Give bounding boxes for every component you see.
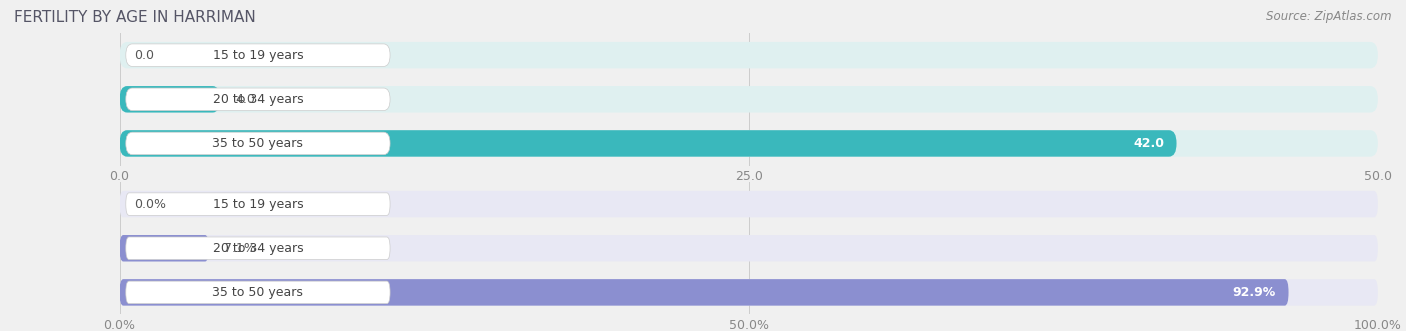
Text: 20 to 34 years: 20 to 34 years bbox=[212, 242, 304, 255]
FancyBboxPatch shape bbox=[120, 42, 1378, 69]
Text: 15 to 19 years: 15 to 19 years bbox=[212, 198, 304, 211]
FancyBboxPatch shape bbox=[120, 130, 1177, 157]
FancyBboxPatch shape bbox=[120, 130, 1378, 157]
FancyBboxPatch shape bbox=[125, 132, 389, 155]
FancyBboxPatch shape bbox=[120, 86, 1378, 113]
Text: 92.9%: 92.9% bbox=[1233, 286, 1277, 299]
FancyBboxPatch shape bbox=[125, 44, 389, 67]
Text: 35 to 50 years: 35 to 50 years bbox=[212, 137, 304, 150]
FancyBboxPatch shape bbox=[120, 279, 1288, 306]
Text: 7.1%: 7.1% bbox=[224, 242, 256, 255]
FancyBboxPatch shape bbox=[120, 279, 1378, 306]
FancyBboxPatch shape bbox=[125, 193, 389, 215]
FancyBboxPatch shape bbox=[120, 235, 1378, 261]
FancyBboxPatch shape bbox=[120, 235, 209, 261]
FancyBboxPatch shape bbox=[120, 86, 221, 113]
FancyBboxPatch shape bbox=[125, 237, 389, 260]
Text: Source: ZipAtlas.com: Source: ZipAtlas.com bbox=[1267, 10, 1392, 23]
Text: 0.0: 0.0 bbox=[135, 49, 155, 62]
FancyBboxPatch shape bbox=[120, 191, 1378, 217]
Text: 20 to 34 years: 20 to 34 years bbox=[212, 93, 304, 106]
Text: 4.0: 4.0 bbox=[235, 93, 254, 106]
Text: 42.0: 42.0 bbox=[1133, 137, 1164, 150]
Text: 0.0%: 0.0% bbox=[135, 198, 166, 211]
FancyBboxPatch shape bbox=[125, 281, 389, 304]
Text: FERTILITY BY AGE IN HARRIMAN: FERTILITY BY AGE IN HARRIMAN bbox=[14, 10, 256, 25]
FancyBboxPatch shape bbox=[125, 88, 389, 111]
Text: 15 to 19 years: 15 to 19 years bbox=[212, 49, 304, 62]
Text: 35 to 50 years: 35 to 50 years bbox=[212, 286, 304, 299]
